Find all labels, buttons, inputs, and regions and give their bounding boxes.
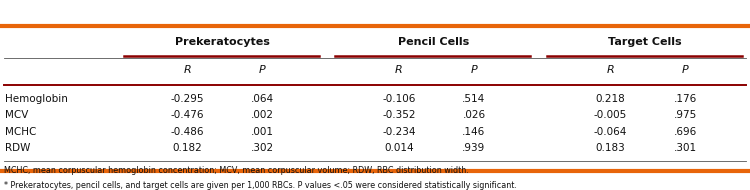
Text: Source: Am J Clin Pathol © 2008 American Society for Clinical Pathology: Source: Am J Clin Pathol © 2008 American… [448,177,739,186]
Text: www.medscape.com: www.medscape.com [139,5,268,18]
Text: 0.014: 0.014 [384,143,414,153]
Text: * Prekeratocytes, pencil cells, and target cells are given per 1,000 RBCs. P val: * Prekeratocytes, pencil cells, and targ… [4,180,517,189]
Text: .975: .975 [674,110,697,120]
Text: Medscape®: Medscape® [8,5,94,18]
Text: .301: .301 [674,143,697,153]
Text: -0.486: -0.486 [171,127,204,137]
Text: P: P [471,65,477,75]
Text: 0.182: 0.182 [172,143,202,153]
Text: .064: .064 [251,94,274,104]
Text: .001: .001 [251,127,274,137]
Text: Pencil Cells: Pencil Cells [398,37,470,47]
Text: .002: .002 [251,110,274,120]
Text: MCV: MCV [5,110,28,120]
Text: 0.218: 0.218 [596,94,626,104]
Text: MCHC: MCHC [5,127,37,137]
Text: -0.234: -0.234 [382,127,416,137]
Text: .696: .696 [674,127,697,137]
Text: P: P [682,65,688,75]
Text: .026: .026 [463,110,485,120]
Text: .146: .146 [462,127,485,137]
Text: -0.295: -0.295 [171,94,204,104]
Text: -0.476: -0.476 [171,110,204,120]
Text: RDW: RDW [5,143,31,153]
Text: -0.352: -0.352 [382,110,416,120]
Text: .939: .939 [462,143,485,153]
Text: .176: .176 [674,94,697,104]
Text: R: R [184,65,191,75]
Text: MCHC, mean corpuscular hemoglobin concentration; MCV, mean corpuscular volume; R: MCHC, mean corpuscular hemoglobin concen… [4,166,469,175]
Text: -0.064: -0.064 [594,127,627,137]
Text: -0.005: -0.005 [594,110,627,120]
Text: R: R [607,65,614,75]
Text: -0.106: -0.106 [382,94,416,104]
Text: R: R [395,65,403,75]
Text: P: P [260,65,266,75]
Text: 0.183: 0.183 [596,143,626,153]
Text: Prekeratocytes: Prekeratocytes [175,37,269,47]
Text: Target Cells: Target Cells [608,37,682,47]
Text: .514: .514 [462,94,485,104]
Text: .302: .302 [251,143,274,153]
Text: Hemoglobin: Hemoglobin [5,94,68,104]
